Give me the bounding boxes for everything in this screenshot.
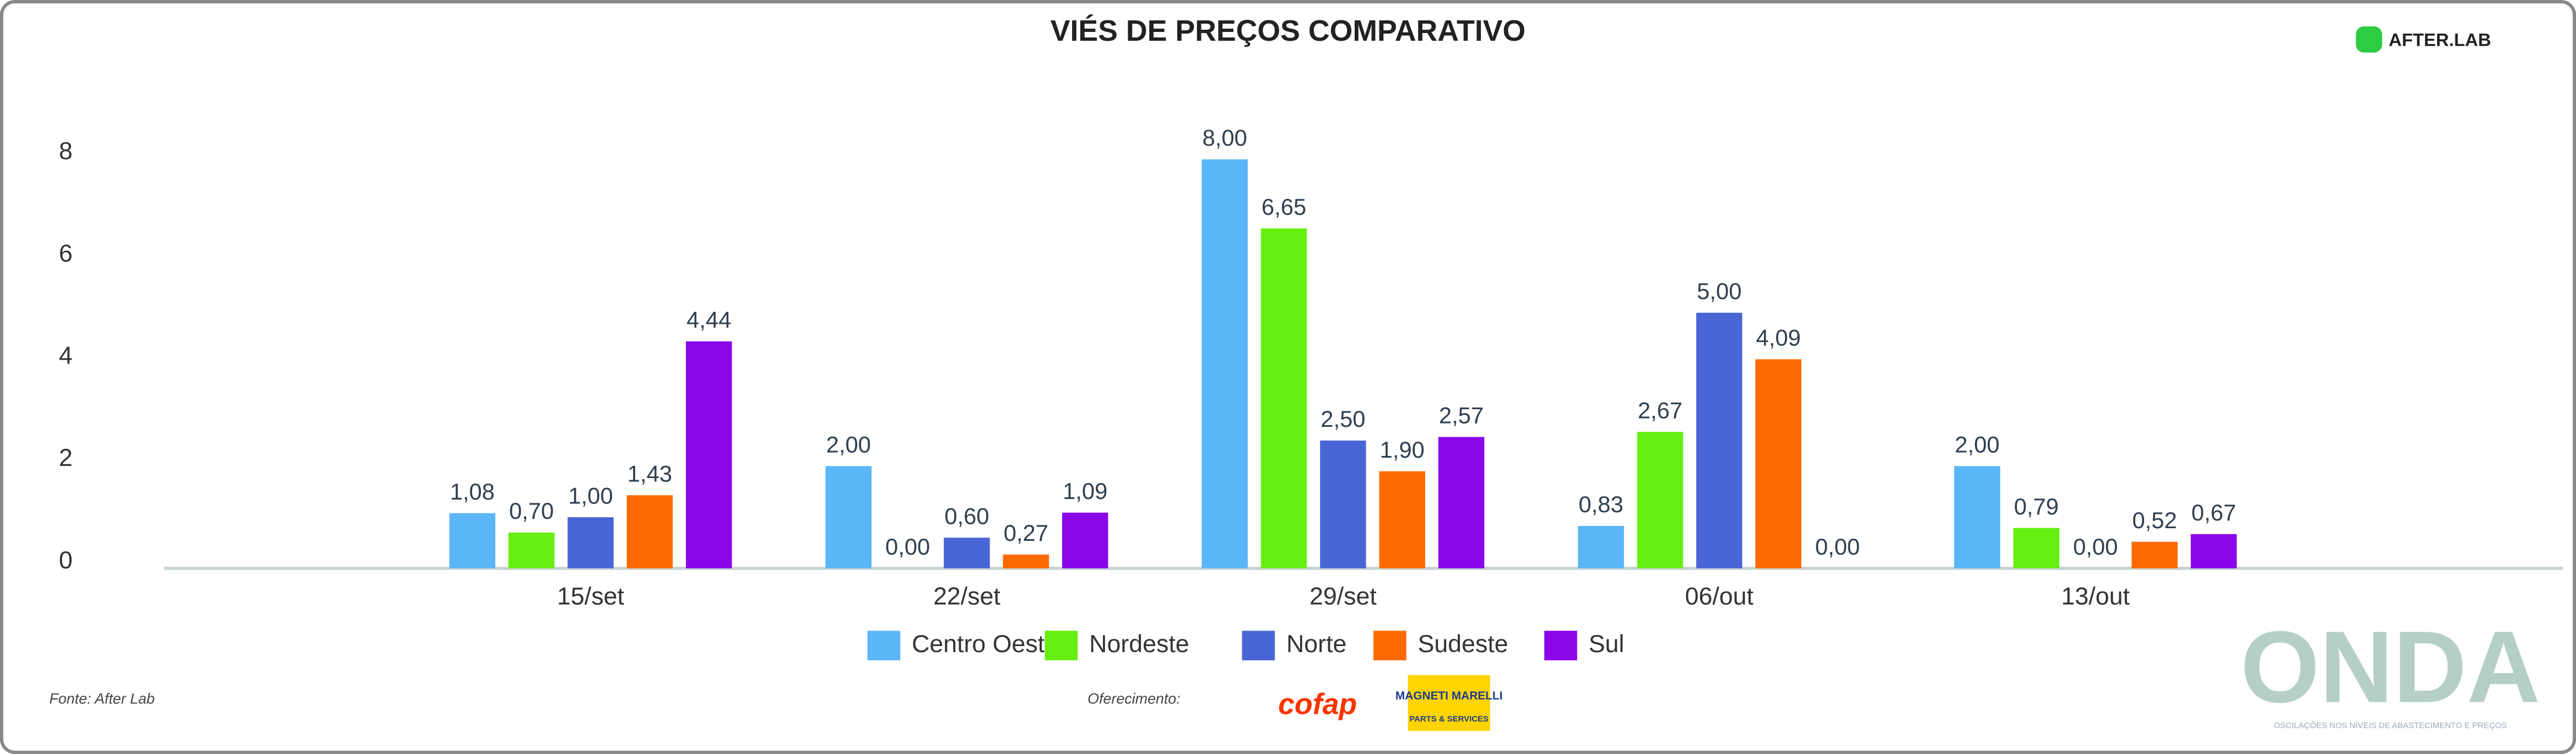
value-label: 2,57 [1439,403,1484,428]
legend-swatch [1544,631,1577,660]
chart-title: VIÉS DE PREÇOS COMPARATIVO [1051,14,1526,47]
bar [1379,471,1426,568]
sponsor-label: Oferecimento: [1087,691,1181,707]
bar [1260,228,1307,568]
y-tick-label: 2 [59,444,73,471]
bar [686,341,732,568]
value-label: 2,50 [1321,406,1365,432]
bar [2131,541,2178,568]
value-label: 8,00 [1203,125,1247,151]
value-label: 4,44 [686,307,731,333]
legend-label: Norte [1286,631,1346,658]
value-label: 0,52 [2132,507,2177,533]
y-tick-label: 8 [59,138,73,165]
legend-label: Sul [1589,631,1625,658]
value-label: 0,79 [2014,493,2059,519]
value-label: 1,90 [1380,437,1425,463]
legend-label: Nordeste [1089,631,1189,658]
bar [1578,525,1624,568]
bar [508,532,555,568]
bar [1438,437,1485,568]
bar [567,517,614,568]
legend-swatch [1242,631,1275,660]
bar [944,538,990,568]
y-tick-label: 0 [59,547,73,574]
value-label: 0,00 [1815,534,1860,560]
value-label: 0,67 [2191,500,2236,525]
value-label: 1,09 [1063,478,1107,504]
y-tick-label: 4 [59,343,73,370]
legend-swatch [867,631,901,660]
onda-sub: OSCILAÇÕES NOS NÍVEIS DE ABASTECIMENTO E… [2274,721,2507,730]
bar [2190,534,2237,568]
legend-label: Centro Oeste [912,631,1058,658]
afterlab-icon [2356,26,2383,53]
bar [1003,554,1049,568]
marelli-logo: MAGNETI MARELLI [1395,690,1503,702]
value-label: 0,27 [1004,520,1048,546]
afterlab-logo: AFTER.LAB [2389,29,2491,50]
bar [1755,359,1801,568]
source: Fonte: After Lab [49,691,154,707]
value-label: 1,08 [450,479,495,505]
value-label: 0,70 [509,498,554,524]
bar [2013,528,2060,568]
value-label: 1,43 [627,460,672,486]
bar [449,513,496,568]
x-tick-label: 22/set [933,583,1000,610]
x-tick-label: 13/out [2061,583,2130,610]
bar [1062,512,1108,568]
value-label: 0,00 [2073,534,2118,560]
x-tick-label: 15/set [557,583,624,610]
onda-logo: ONDA [2241,611,2540,724]
value-label: 2,67 [1638,397,1682,423]
bar [1696,312,1742,568]
bar [1320,440,1366,568]
bar [1637,432,1684,568]
bar [1954,466,2000,568]
marelli-sub: PARTS & SERVICES [1409,715,1489,724]
value-label: 0,00 [885,534,930,560]
value-label: 0,83 [1578,491,1623,517]
value-label: 1,00 [568,482,613,508]
legend-swatch [1045,631,1078,660]
cofap-logo: cofap [1278,688,1357,721]
x-tick-label: 29/set [1309,583,1377,610]
value-label: 2,00 [1955,432,1999,458]
marelli-box [1408,675,1490,731]
value-label: 2,00 [826,432,871,458]
y-tick-label: 6 [59,240,73,267]
bar [825,466,872,568]
x-tick-label: 06/out [1685,583,1754,610]
value-label: 6,65 [1262,194,1306,220]
value-label: 0,60 [944,503,989,529]
bar [626,495,673,568]
value-label: 5,00 [1697,278,1741,304]
value-label: 4,09 [1756,325,1801,351]
legend-swatch [1373,631,1406,660]
bar [1202,159,1248,568]
legend-label: Sudeste [1418,631,1508,658]
